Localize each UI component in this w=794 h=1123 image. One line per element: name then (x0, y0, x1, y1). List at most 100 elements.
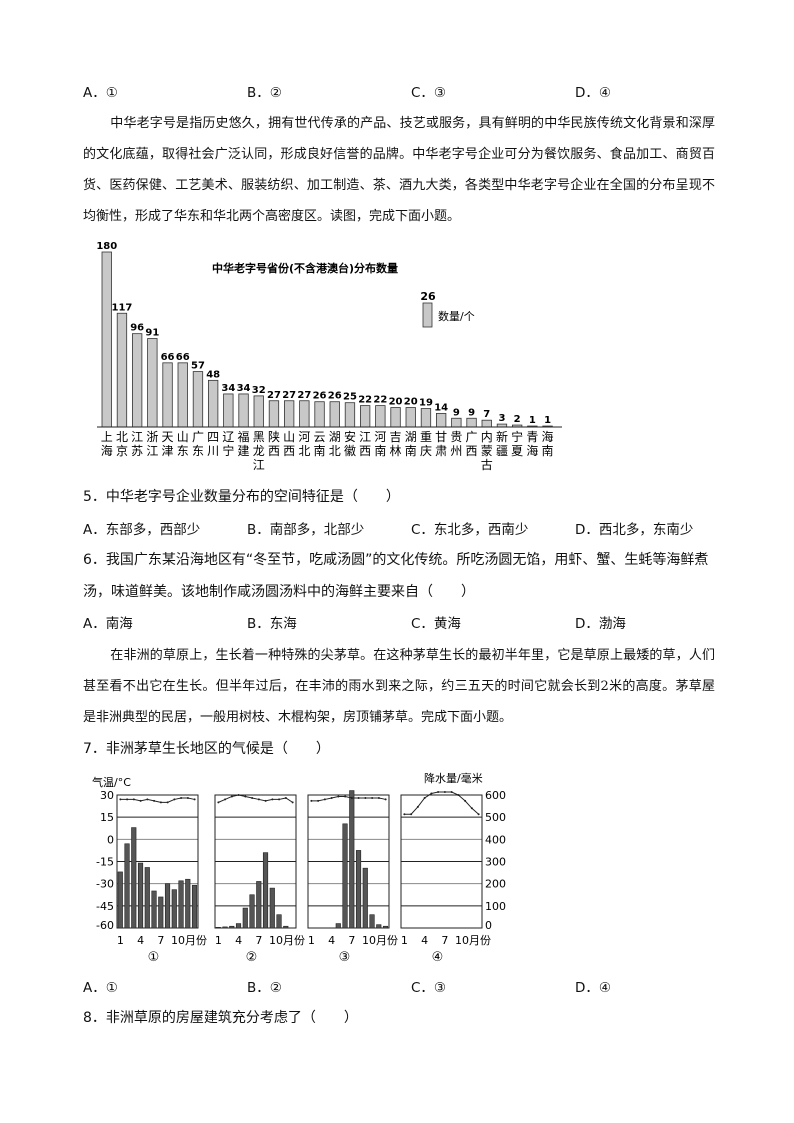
q7-option-b[interactable]: B．② (247, 980, 282, 996)
temp-point (470, 807, 473, 810)
category-label: 林 (390, 444, 402, 458)
q5-option-c[interactable]: C．东北多，西南少 (411, 522, 529, 538)
temp-point (437, 791, 440, 794)
panel-frame (400, 794, 483, 929)
month-tick: 4 (137, 934, 144, 947)
category-label: 湖 (329, 429, 341, 444)
q5-option-a[interactable]: A．东部多，西部少 (83, 522, 201, 538)
temp-axis-label: 气温/°C (92, 775, 131, 789)
bar-贵州 (451, 417, 462, 428)
precip-bar (124, 843, 130, 929)
q7-option-c[interactable]: C．③ (411, 980, 447, 996)
bar-value-label: 66 (161, 352, 175, 363)
q6-option-b[interactable]: B．东海 (247, 616, 297, 632)
bar-value-label: 57 (191, 361, 205, 372)
precip-bar (362, 867, 368, 929)
category-label: 江 (146, 444, 158, 458)
bar-value-label: 180 (96, 241, 117, 252)
precip-bar (191, 884, 198, 929)
q5-option-d[interactable]: D．西北多，东南少 (575, 522, 694, 538)
q7-option-d[interactable]: D．④ (575, 980, 611, 996)
bar-陕西 (268, 400, 280, 428)
category-label: 内 (481, 430, 493, 444)
precip-bar (158, 896, 164, 929)
q5-option-b[interactable]: B．南部多，北部少 (247, 522, 365, 538)
temp-point (364, 796, 367, 799)
category-label: 南 (542, 443, 554, 458)
category-label: 东 (177, 444, 189, 458)
bar-安徽 (344, 402, 356, 428)
question-6: 6．我国广东某沿海地区有“冬至节，吃咸汤圆”的文化传统。所吃汤圆无馅，用虾、蟹、… (83, 552, 709, 600)
question-8: 8．非洲草原的房屋建筑充分考虑了（ ） (83, 1010, 358, 1026)
panel-frame (307, 794, 390, 929)
category-label: 上 (101, 430, 113, 444)
bar-value-label: 96 (130, 323, 144, 334)
precip-bar (151, 890, 157, 929)
category-label: 南 (374, 443, 386, 458)
bar-value-label: 19 (419, 398, 433, 409)
bar-value-label: 117 (112, 302, 133, 313)
category-label: 河 (374, 430, 386, 444)
option-a[interactable]: A．① (83, 85, 118, 101)
q6-option-a[interactable]: A．南海 (83, 616, 133, 632)
temp-point (119, 798, 122, 801)
precip-bar (276, 914, 282, 929)
month-tick: 10月份 (171, 934, 207, 947)
category-label: 陕 (268, 429, 280, 444)
option-c[interactable]: C．③ (411, 85, 447, 101)
category-label: 肃 (435, 444, 447, 458)
temp-point (139, 799, 142, 802)
category-label: 西 (359, 444, 371, 458)
category-label: 西 (283, 444, 295, 458)
panel-frame (214, 794, 297, 929)
bar-黑龙江 (253, 395, 264, 428)
bar-value-label: 2 (514, 414, 521, 425)
option-d[interactable]: D．④ (575, 85, 611, 101)
precip-bar (249, 894, 255, 929)
q7-option-a[interactable]: A．① (83, 980, 118, 996)
temp-point (278, 798, 281, 801)
temp-point (126, 798, 129, 801)
category-label: 山 (177, 430, 189, 444)
category-label: 宁 (511, 429, 523, 444)
climate-charts: 气温/°C 降水量/毫米 30 15 0 -15 -30 -45 -60 600 500 400 300… (92, 771, 506, 965)
bar-value-label: 34 (237, 383, 251, 394)
bar-河南 (375, 405, 386, 428)
option-b[interactable]: B．② (247, 85, 282, 101)
category-label: 广 (466, 430, 478, 444)
bar-江苏 (131, 333, 143, 428)
category-label: 北 (116, 430, 128, 444)
bar-value-label: 32 (252, 385, 266, 396)
bar-四川 (207, 379, 219, 428)
precip-bar (335, 923, 341, 929)
bar-天津 (162, 362, 173, 428)
temp-point (403, 813, 406, 816)
bar-辽宁 (223, 393, 234, 428)
bar-湖南 (405, 407, 416, 428)
q6-option-d[interactable]: D．渤海 (575, 616, 626, 632)
category-label: 宁 (222, 443, 234, 458)
category-label: 辽 (222, 430, 234, 444)
temp-point (384, 798, 387, 801)
bar-湖北 (329, 401, 340, 428)
precip-axis-label: 降水量/毫米 (424, 771, 483, 785)
precip-bar (171, 889, 177, 929)
category-label: 古 (481, 457, 493, 472)
temp-point (237, 794, 240, 796)
temp-point (464, 799, 467, 802)
precip-bar (283, 925, 289, 929)
bar-山东 (177, 362, 188, 428)
category-label: 海 (101, 443, 113, 458)
bar-value-label: 22 (358, 395, 372, 406)
temp-point (244, 795, 247, 798)
bar-内蒙古 (481, 419, 492, 428)
temp-tick: 0 (107, 833, 114, 846)
category-label: 津 (162, 444, 174, 458)
category-label: 南 (314, 443, 326, 458)
q6-options: A．南海 B．东海 C．黄海 D．渤海 (83, 615, 723, 640)
bar-河北 (299, 400, 310, 428)
q6-option-c[interactable]: C．黄海 (411, 616, 461, 632)
precip-bar (369, 914, 375, 929)
temp-tick: -15 (96, 856, 114, 869)
month-tick: 7 (348, 934, 355, 947)
